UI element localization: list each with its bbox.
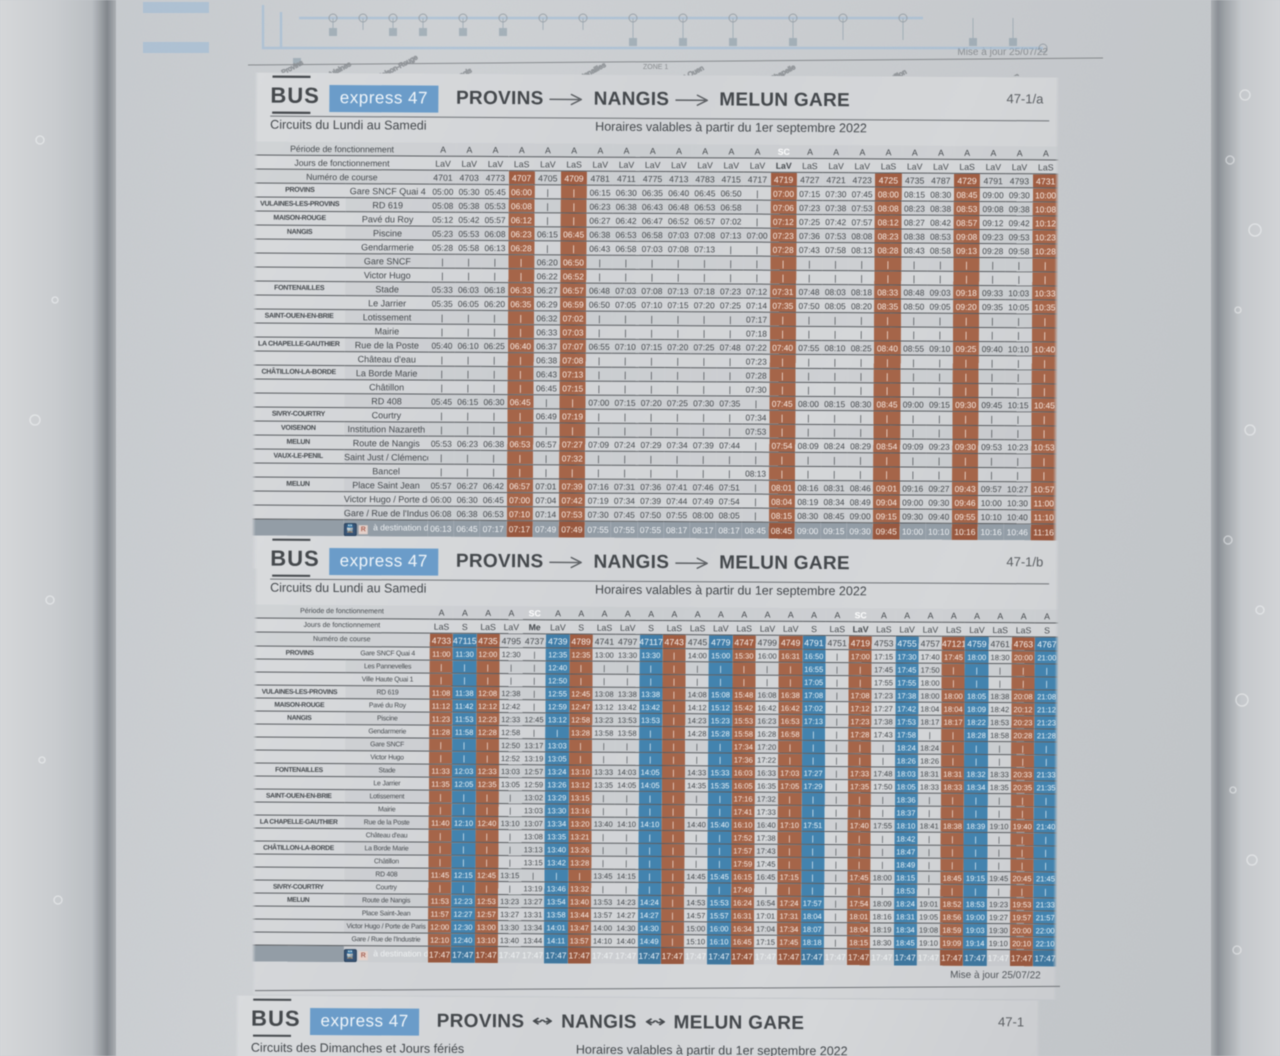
svg-text:Melun: Melun: [1001, 73, 1021, 76]
svg-text:Chatillon: Chatillon: [881, 69, 908, 76]
svg-text:ZONE 1: ZONE 1: [643, 64, 668, 71]
svg-text:La Chapelle: La Chapelle: [761, 64, 797, 76]
